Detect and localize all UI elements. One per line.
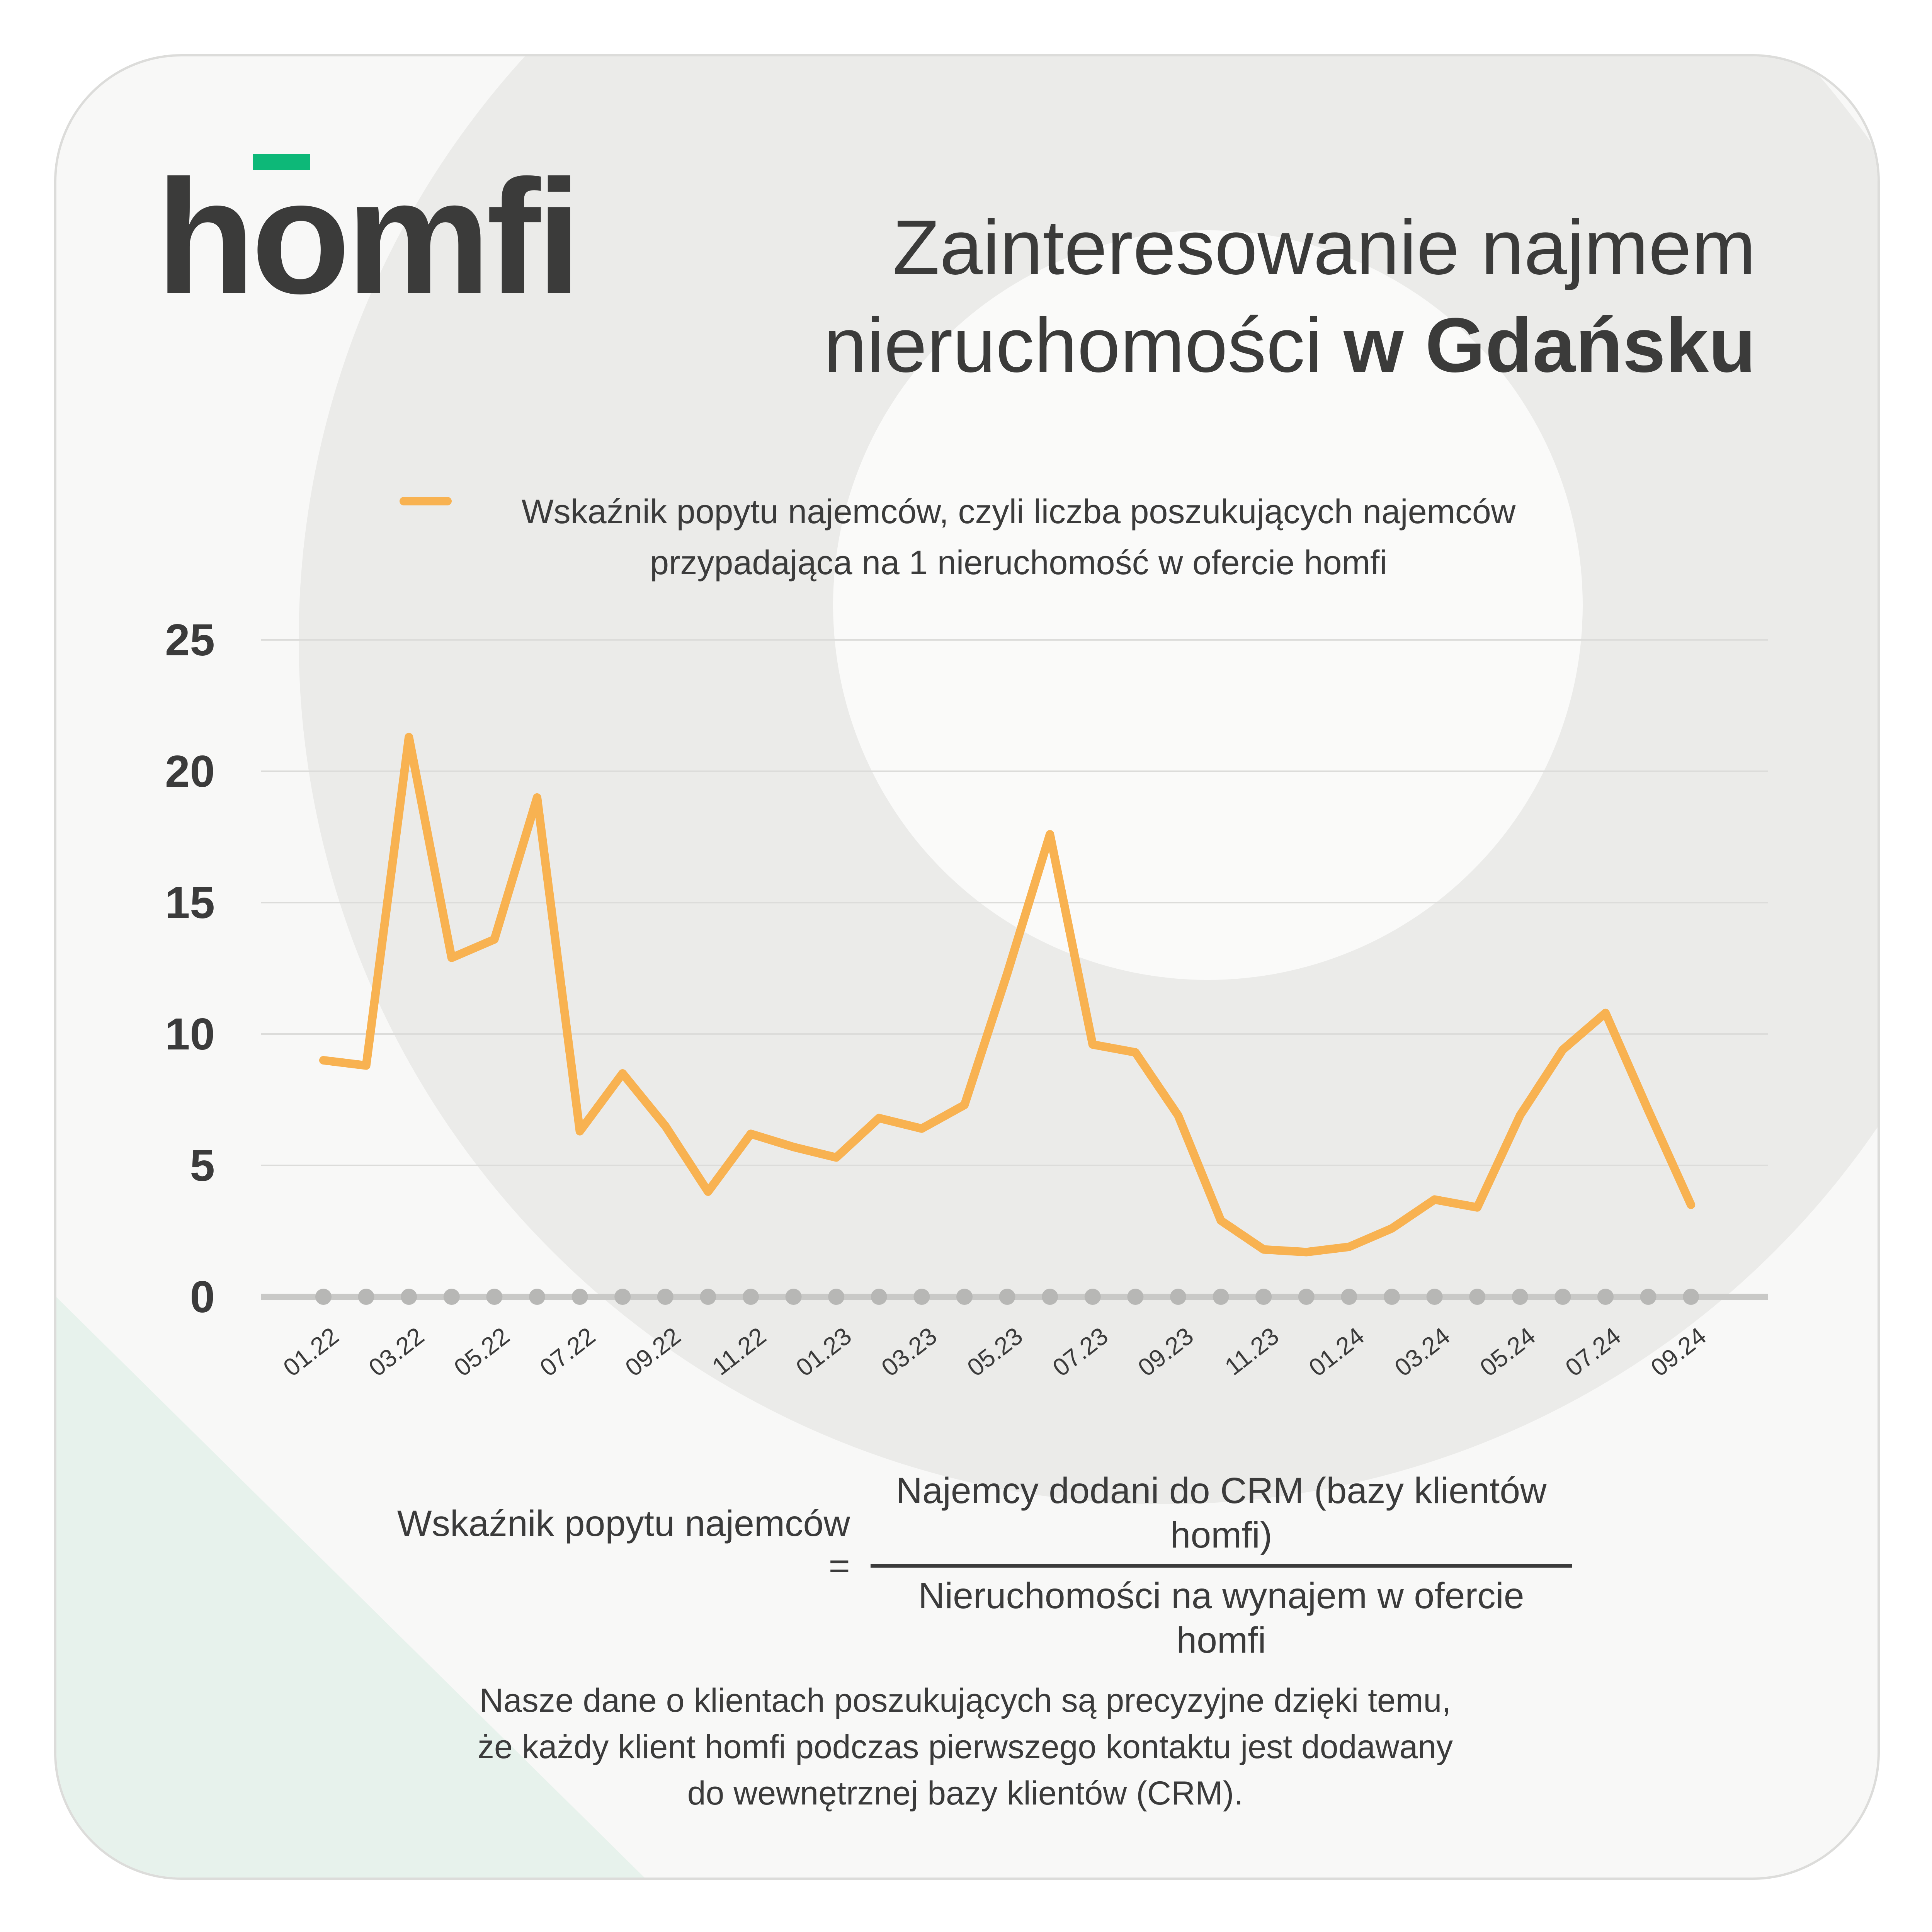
legend-line2: przypadająca na 1 nieruchomość w ofercie… [650,543,1387,582]
formula-numerator: Najemcy dodani do CRM (bazy klientów hom… [896,1470,1547,1556]
page-title: Zainteresowanie najmem nieruchomości w G… [824,199,1756,394]
month-dot [315,1289,332,1305]
month-dot [1597,1289,1614,1305]
legend-line-swatch [400,497,452,505]
month-dot [443,1289,460,1305]
month-dot [1213,1289,1229,1305]
title-line1: Zainteresowanie najmem [892,204,1756,291]
month-dot [1469,1289,1486,1305]
footer-note: Nasze dane o klientach poszukujących są … [386,1677,1545,1816]
month-dot [1640,1289,1656,1305]
y-axis-label: 5 [190,1140,215,1190]
demand-index-line-chart [261,639,1768,1305]
y-axis-label: 10 [165,1009,215,1059]
month-dot [913,1289,930,1305]
data-line [319,733,1696,1257]
logo-green-bar-icon [253,154,310,170]
y-axis-label: 25 [165,615,215,665]
legend-line1: Wskaźnik popytu najemców, czyli liczba p… [521,492,1516,531]
month-dot [1426,1289,1443,1305]
month-dot [1255,1289,1272,1305]
infographic-card: homfi Zainteresowanie najmem nieruchomoś… [54,54,1880,1880]
month-dot [1384,1289,1400,1305]
month-dot [614,1289,631,1305]
fraction-bar [871,1564,1572,1568]
month-dot [956,1289,973,1305]
month-dot [1683,1289,1699,1305]
month-dot [700,1289,716,1305]
month-dot [401,1289,417,1305]
month-dot [657,1289,673,1305]
y-axis-label: 20 [165,746,215,796]
footer-line3: do wewnętrznej bazy klientów (CRM). [687,1775,1243,1812]
background-circle-white [833,230,1583,980]
month-dot [999,1289,1015,1305]
month-dot [785,1289,802,1305]
footer-line2: że każdy klient homfi podczas pierwszego… [477,1728,1453,1765]
month-dot [1512,1289,1528,1305]
month-dot [743,1289,759,1305]
homfi-logo: homfi [156,146,582,328]
y-axis-label: 15 [165,878,215,928]
title-line2: nieruchomości w Gdańsku [824,302,1756,388]
month-dot [571,1289,588,1305]
month-dot [1298,1289,1315,1305]
month-dot [358,1289,374,1305]
month-dot [871,1289,887,1305]
month-dot [1170,1289,1186,1305]
month-dot [486,1289,503,1305]
month-dot [1042,1289,1058,1305]
month-dot [1084,1289,1101,1305]
y-axis-label: 0 [190,1272,215,1322]
footer-line1: Nasze dane o klientach poszukujących są … [479,1682,1451,1719]
month-dot [1127,1289,1144,1305]
month-dot [1554,1289,1571,1305]
month-dot [1341,1289,1357,1305]
month-dot [828,1289,845,1305]
formula-fraction: Najemcy dodani do CRM (bazy klientów hom… [871,1469,1572,1663]
formula-denominator: Nieruchomości na wynajem w ofercie homfi [918,1575,1524,1661]
month-dot [529,1289,545,1305]
chart-legend: Wskaźnik popytu najemców, czyli liczba p… [439,486,1598,588]
formula-lhs: Wskaźnik popytu najemców = [397,1503,850,1587]
title-city-bold: w Gdańsku [1344,302,1756,388]
